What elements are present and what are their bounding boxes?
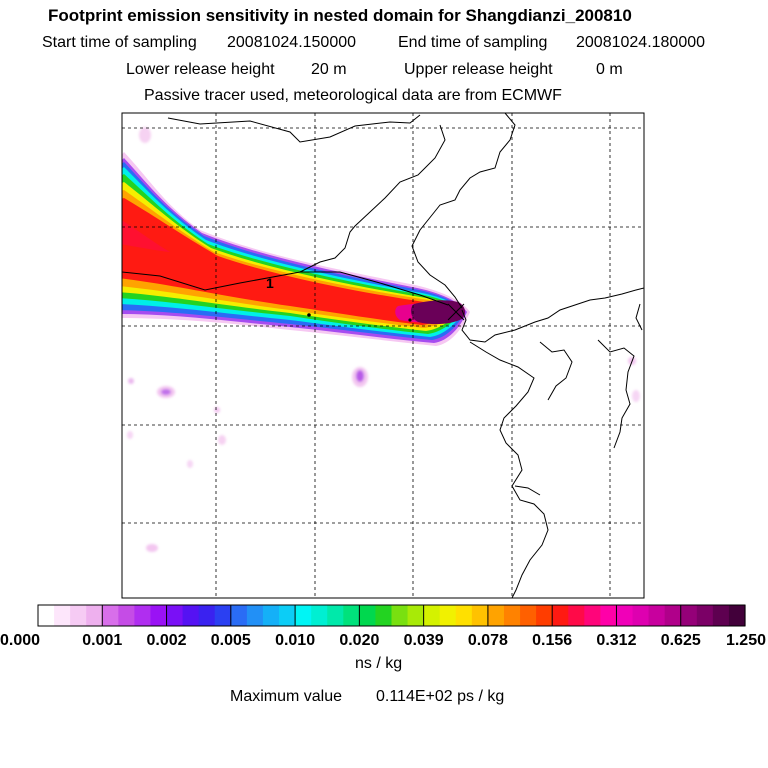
colorbar-cell bbox=[198, 605, 216, 626]
colorbar-cell bbox=[246, 605, 264, 626]
colorbar-cell bbox=[423, 605, 441, 626]
colorbar-tick-label: 0.001 bbox=[82, 632, 122, 649]
start-time-label: Start time of sampling bbox=[42, 34, 197, 51]
lower-height-label: Lower release height bbox=[126, 61, 275, 78]
colorbar-cell bbox=[295, 605, 312, 626]
colorbar-cell bbox=[359, 605, 377, 626]
colorbar-tick-label: 0.000 bbox=[0, 632, 40, 649]
colorbar-cell bbox=[375, 605, 393, 626]
colorbar-tick-label: 0.312 bbox=[596, 632, 636, 649]
plume-band-darkpurple bbox=[410, 300, 466, 325]
colorbar bbox=[38, 605, 746, 626]
trajectory-point bbox=[408, 318, 412, 322]
max-value-label: Maximum value bbox=[230, 688, 343, 705]
colorbar-tick-labels: 0.000 0.001 0.002 0.005 0.010 0.020 0.039 0.078… bbox=[0, 632, 766, 649]
colorbar-cell bbox=[70, 605, 87, 626]
colorbar-cell bbox=[648, 605, 666, 626]
colorbar-cell bbox=[230, 605, 248, 626]
colorbar-tick-label: 0.002 bbox=[147, 632, 187, 649]
footprint-plume: 1 bbox=[122, 113, 644, 598]
colorbar-cell bbox=[54, 605, 71, 626]
colorbar-cell bbox=[471, 605, 489, 626]
plume-core-left bbox=[122, 220, 170, 252]
colorbar-cell bbox=[568, 605, 585, 626]
colorbar-cell bbox=[327, 605, 344, 626]
colorbar-cell bbox=[712, 605, 730, 626]
colorbar-tick-label: 0.020 bbox=[339, 632, 379, 649]
colorbar-cell bbox=[439, 605, 457, 626]
colorbar-cell bbox=[118, 605, 136, 626]
colorbar-frame bbox=[37, 604, 746, 627]
map-background bbox=[122, 113, 644, 598]
upper-height-value: 0 m bbox=[596, 61, 623, 78]
colorbar-cell bbox=[520, 605, 537, 626]
release-site-marker bbox=[447, 303, 465, 321]
colorbar-cell bbox=[552, 605, 569, 626]
colorbar-cell bbox=[664, 605, 682, 626]
colorbar-cell bbox=[262, 605, 280, 626]
trajectory-point bbox=[307, 313, 311, 317]
colorbar-tick-label: 0.078 bbox=[468, 632, 508, 649]
colorbar-cell bbox=[86, 605, 103, 626]
start-time-value: 20081024.150000 bbox=[227, 34, 357, 51]
colorbar-tick-label: 0.005 bbox=[211, 632, 251, 649]
colorbar-unit: ns / kg bbox=[355, 655, 403, 672]
colorbar-cell bbox=[455, 605, 473, 626]
colorbar-cell bbox=[680, 605, 698, 626]
colorbar-cell bbox=[728, 605, 746, 626]
end-time-value: 20081024.180000 bbox=[576, 34, 706, 51]
colorbar-cell bbox=[214, 605, 232, 626]
colorbar-cell bbox=[150, 605, 168, 626]
colorbar-cell bbox=[616, 605, 634, 626]
map-frame bbox=[121, 112, 645, 599]
lower-height-value: 20 m bbox=[311, 61, 347, 78]
end-time-label: End time of sampling bbox=[398, 34, 548, 51]
colorbar-tick-label: 0.039 bbox=[404, 632, 444, 649]
colorbar-cell bbox=[536, 605, 553, 626]
trajectory-label: 1 bbox=[266, 275, 274, 291]
colorbar-cell bbox=[279, 605, 296, 626]
colorbar-cell bbox=[343, 605, 360, 626]
colorbar-cell bbox=[632, 605, 650, 626]
colorbar-cell bbox=[696, 605, 714, 626]
colorbar-cell bbox=[311, 605, 328, 626]
colorbar-cell bbox=[487, 605, 505, 626]
colorbar-cell bbox=[134, 605, 152, 626]
colorbar-tick-label: 0.625 bbox=[661, 632, 701, 649]
upper-height-label: Upper release height bbox=[404, 61, 553, 78]
colorbar-tick-label: 0.010 bbox=[275, 632, 315, 649]
colorbar-cell bbox=[503, 605, 521, 626]
colorbar-cell bbox=[391, 605, 409, 626]
colorbar-cell bbox=[584, 605, 601, 626]
colorbar-cell bbox=[102, 605, 119, 626]
plot-title: Footprint emission sensitivity in nested… bbox=[48, 6, 632, 25]
colorbar-cell bbox=[166, 605, 184, 626]
max-value: 0.114E+02 ps / kg bbox=[376, 688, 505, 705]
colorbar-tick-label: 0.156 bbox=[532, 632, 572, 649]
plume-band-orange bbox=[122, 190, 457, 328]
model-note: Passive tracer used, meteorological data… bbox=[144, 87, 562, 104]
lat-lon-grid bbox=[122, 113, 644, 598]
colorbar-cell bbox=[38, 605, 55, 626]
colorbar-cell bbox=[182, 605, 200, 626]
colorbar-cell bbox=[407, 605, 425, 626]
colorbar-tick-label: 1.250 bbox=[726, 632, 766, 649]
colorbar-cell bbox=[600, 605, 618, 626]
